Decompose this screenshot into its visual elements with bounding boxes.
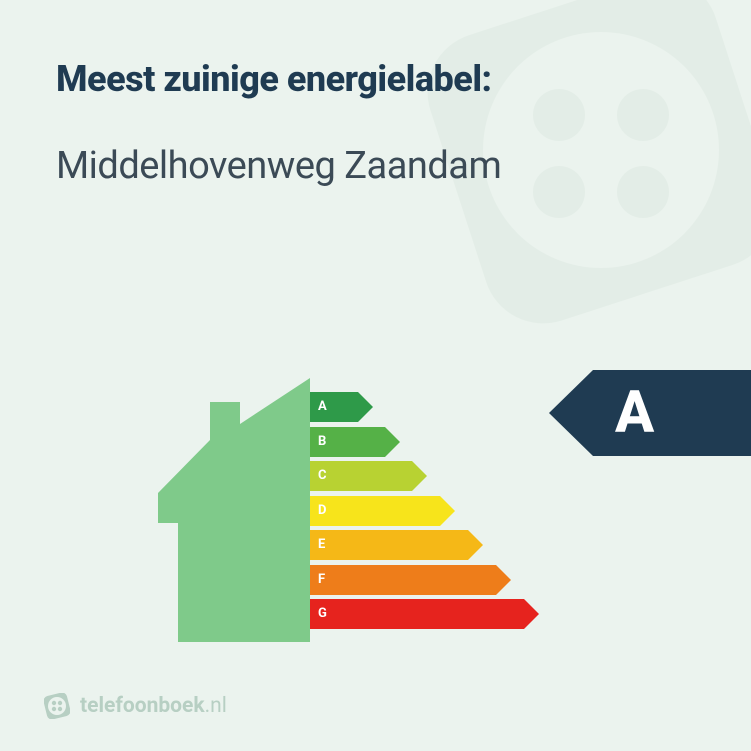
energy-bar-c: C xyxy=(310,461,524,491)
footer-brand-name: telefoonboek xyxy=(80,694,205,718)
energy-bar-label: F xyxy=(318,572,325,587)
footer-brand: telefoonboek.nl xyxy=(80,694,227,718)
energy-bar-b: B xyxy=(310,427,524,457)
energy-bar-label: C xyxy=(318,468,327,483)
badge-body: A xyxy=(593,370,751,456)
footer-logo-icon xyxy=(44,693,70,719)
footer-brand-tld: .nl xyxy=(205,694,227,718)
energy-bar-f: F xyxy=(310,565,524,595)
footer: telefoonboek.nl xyxy=(44,693,227,719)
energy-label-chart: A B C D E F G xyxy=(158,378,538,642)
energy-bar-label: A xyxy=(318,399,327,414)
energy-bar-label: B xyxy=(318,434,326,449)
energy-bar-g: G xyxy=(310,599,524,629)
energy-bar-label: G xyxy=(318,606,327,621)
energy-bar-d: D xyxy=(310,496,524,526)
badge-arrow-icon xyxy=(549,370,593,456)
energy-bar-a: A xyxy=(310,392,524,422)
energy-bar-e: E xyxy=(310,530,524,560)
page-subtitle: Middelhovenweg Zaandam xyxy=(56,144,695,188)
page-title: Meest zuinige energielabel: xyxy=(56,58,695,100)
house-icon xyxy=(158,378,310,642)
rating-badge: A xyxy=(549,370,751,456)
badge-letter: A xyxy=(615,379,654,447)
energy-bars: A B C D E F G xyxy=(310,392,524,634)
energy-bar-label: D xyxy=(318,503,326,518)
energy-bar-label: E xyxy=(318,537,325,552)
